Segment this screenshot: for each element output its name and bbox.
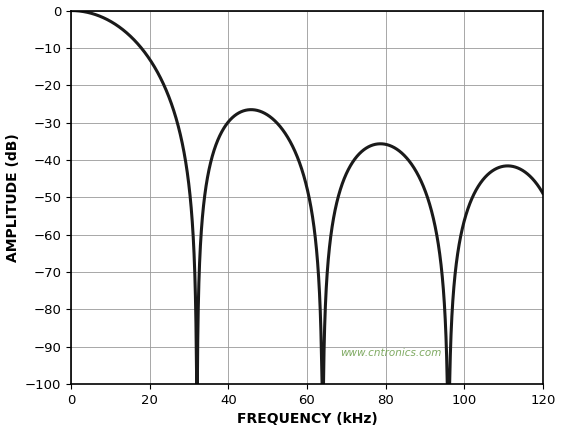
Text: www.cntronics.com: www.cntronics.com — [340, 348, 442, 358]
X-axis label: FREQUENCY (kHz): FREQUENCY (kHz) — [237, 413, 378, 426]
Y-axis label: AMPLITUDE (dB): AMPLITUDE (dB) — [6, 133, 20, 262]
